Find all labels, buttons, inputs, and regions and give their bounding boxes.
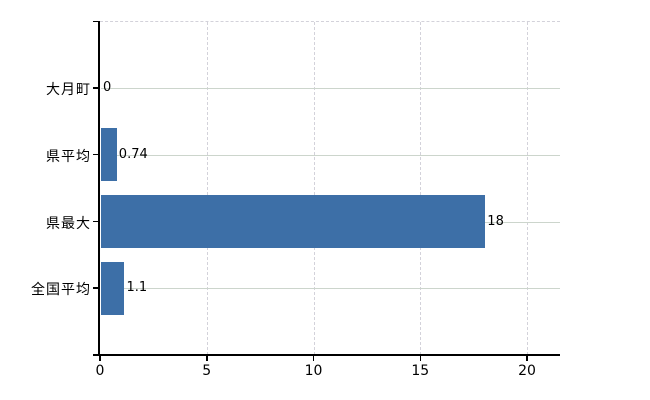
x-tick <box>206 355 208 361</box>
x-axis <box>93 354 560 356</box>
gridline-horizontal <box>101 288 560 290</box>
gridline-horizontal <box>101 88 560 89</box>
value-label: 0.74 <box>118 146 148 162</box>
gridline-horizontal <box>101 154 560 156</box>
category-tick <box>93 153 100 156</box>
category-tick <box>93 87 100 89</box>
value-label: 18 <box>487 213 504 229</box>
x-tick <box>419 355 421 361</box>
x-tick-label: 15 <box>411 363 430 379</box>
bar <box>101 195 486 249</box>
category-tick <box>93 220 100 223</box>
x-tick-label: 0 <box>95 363 105 379</box>
x-tick-label: 5 <box>202 363 212 379</box>
category-label: 全国平均 <box>31 282 91 299</box>
category-label: 県平均 <box>46 148 91 165</box>
axis-top-cap <box>93 20 100 22</box>
gridline-vertical <box>527 22 528 355</box>
x-tick-label: 10 <box>304 363 323 379</box>
x-tick <box>99 355 101 361</box>
x-tick <box>312 355 315 361</box>
category-tick <box>93 287 100 289</box>
plot-top-border <box>100 21 560 22</box>
bar <box>101 128 117 182</box>
y-axis <box>98 22 100 355</box>
category-label: 大月町 <box>46 82 91 98</box>
bar <box>101 261 125 315</box>
category-label: 県最大 <box>46 215 91 232</box>
value-label: 1.1 <box>126 280 148 296</box>
gridline-vertical <box>420 22 422 355</box>
gridline-vertical <box>313 22 315 355</box>
value-label: 0 <box>103 80 112 95</box>
x-tick <box>526 355 528 361</box>
gridline-vertical <box>206 22 208 355</box>
x-tick-label: 20 <box>518 363 536 379</box>
